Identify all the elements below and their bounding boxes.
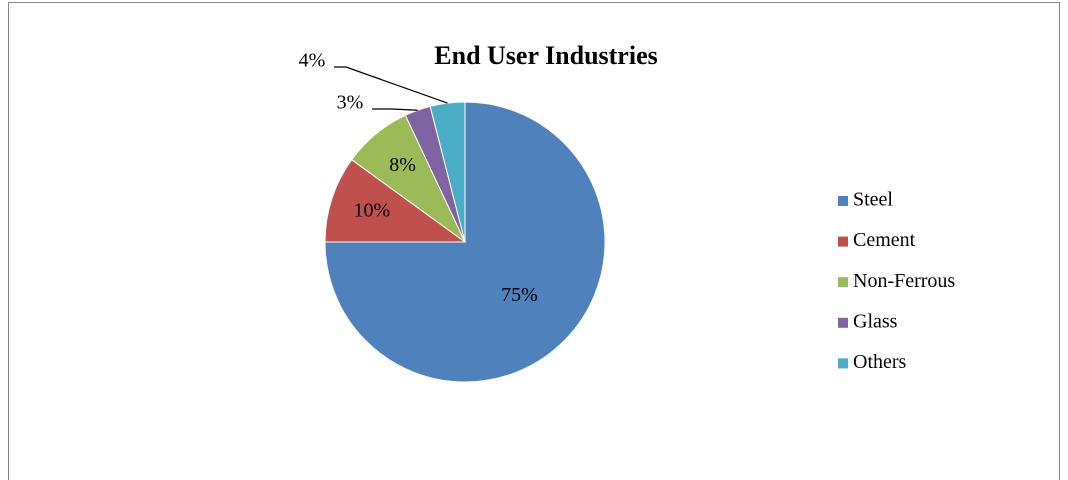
legend-swatch — [838, 277, 848, 288]
chart-title: End User Industries — [434, 41, 657, 70]
legend-label: Non-Ferrous — [853, 270, 955, 292]
data-label: 8% — [389, 154, 416, 176]
legend-label: Glass — [853, 310, 898, 332]
legend-label: Steel — [853, 189, 893, 211]
legend-label: Cement — [853, 229, 916, 251]
leader-line — [334, 66, 448, 104]
legend-swatch — [838, 236, 848, 247]
data-label: 75% — [501, 284, 538, 306]
legend-swatch — [838, 196, 848, 206]
pie-slice — [324, 101, 606, 383]
legend-label: Others — [853, 351, 907, 373]
data-label: 3% — [337, 92, 364, 114]
legend-swatch — [838, 317, 848, 328]
legend-swatch — [838, 358, 848, 369]
pie-slice — [324, 159, 467, 243]
leader-line — [372, 108, 418, 111]
data-label: 4% — [299, 50, 326, 72]
data-label: 10% — [353, 199, 390, 221]
